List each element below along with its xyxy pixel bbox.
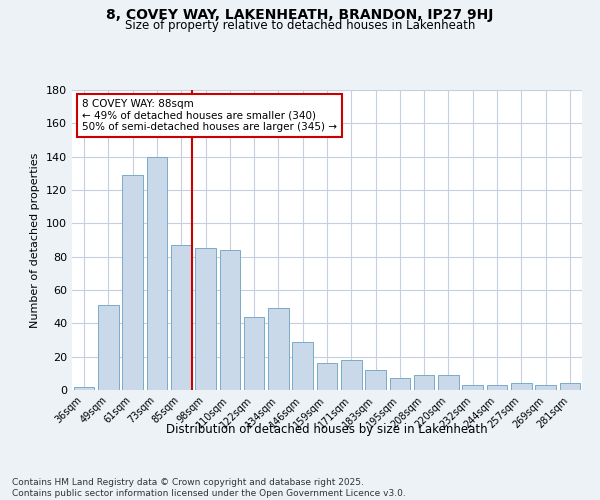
Bar: [244, 316, 265, 390]
Text: 8 COVEY WAY: 88sqm
← 49% of detached houses are smaller (340)
50% of semi-detach: 8 COVEY WAY: 88sqm ← 49% of detached hou…: [82, 99, 337, 132]
Bar: [292, 342, 313, 390]
Bar: [268, 308, 289, 390]
Bar: [535, 385, 556, 390]
Y-axis label: Number of detached properties: Number of detached properties: [31, 152, 40, 328]
Bar: [98, 305, 119, 390]
Text: 8, COVEY WAY, LAKENHEATH, BRANDON, IP27 9HJ: 8, COVEY WAY, LAKENHEATH, BRANDON, IP27 …: [106, 8, 494, 22]
Bar: [463, 385, 483, 390]
Bar: [389, 378, 410, 390]
Bar: [74, 386, 94, 390]
Bar: [560, 384, 580, 390]
Bar: [146, 156, 167, 390]
Text: Distribution of detached houses by size in Lakenheath: Distribution of detached houses by size …: [166, 422, 488, 436]
Bar: [414, 375, 434, 390]
Bar: [122, 175, 143, 390]
Bar: [438, 375, 459, 390]
Bar: [220, 250, 240, 390]
Bar: [317, 364, 337, 390]
Bar: [195, 248, 216, 390]
Bar: [511, 384, 532, 390]
Text: Size of property relative to detached houses in Lakenheath: Size of property relative to detached ho…: [125, 19, 475, 32]
Bar: [341, 360, 362, 390]
Text: Contains HM Land Registry data © Crown copyright and database right 2025.
Contai: Contains HM Land Registry data © Crown c…: [12, 478, 406, 498]
Bar: [487, 385, 508, 390]
Bar: [171, 245, 191, 390]
Bar: [365, 370, 386, 390]
